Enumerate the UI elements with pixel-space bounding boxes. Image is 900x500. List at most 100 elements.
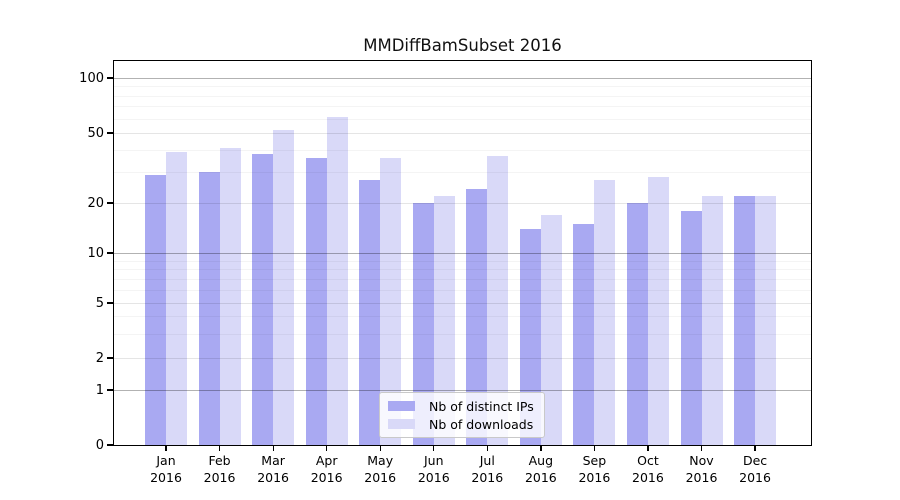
legend-swatch-distinct-ips: [388, 401, 415, 411]
x-tick-label-dec: Dec 2016: [723, 453, 787, 486]
x-tick-label-month-jan: Jan: [156, 453, 176, 468]
bar-downloads-jul: [487, 156, 509, 445]
x-tick-label-month-sep: Sep: [582, 453, 607, 468]
bar-distinct-ips-jun: [412, 203, 434, 445]
bar-distinct-ips-jul: [466, 189, 488, 445]
gridline-y-30: [114, 172, 811, 174]
bar-distinct-ips-nov: [680, 210, 702, 445]
gridline-y-7: [114, 278, 811, 280]
gridline-y-4: [114, 316, 811, 318]
y-tick-label-50: 50: [87, 125, 104, 141]
x-tick-label-month-aug: Aug: [528, 453, 554, 468]
gridline-y-50: [114, 133, 811, 134]
bar-distinct-ips-apr: [305, 158, 327, 445]
x-tick-label-month-nov: Nov: [689, 453, 714, 468]
gridline-y-10: [114, 253, 811, 254]
x-tick-mar: [272, 445, 274, 451]
y-tick-0: [107, 444, 114, 446]
x-tick-apr: [326, 445, 328, 451]
y-tick-label-0: 0: [95, 437, 104, 453]
gridline-y-1: [114, 390, 811, 391]
bar-distinct-ips-sep: [573, 223, 595, 445]
y-tick-5: [107, 302, 114, 304]
y-tick-50: [107, 132, 114, 134]
x-tick-label-year-jun: 2016: [417, 469, 450, 485]
x-tick-label-month-dec: Dec: [742, 453, 768, 468]
gridline-y-90: [114, 86, 811, 88]
x-tick-may: [379, 445, 381, 451]
x-tick-label-month-may: May: [367, 453, 394, 468]
x-tick-label-year-jul: 2016: [471, 469, 504, 485]
y-tick-label-20: 20: [87, 195, 104, 211]
x-tick-nov: [700, 445, 703, 451]
gridline-y-3: [114, 333, 811, 335]
bar-downloads-nov: [701, 195, 723, 445]
x-tick-jul: [486, 445, 488, 451]
gridline-y-20: [114, 203, 811, 204]
x-tick-label-nov: Nov 2016: [670, 453, 734, 486]
legend-label-downloads: Nb of downloads: [429, 416, 534, 432]
x-tick-label-jun: Jun 2016: [402, 453, 466, 486]
bar-downloads-feb: [219, 148, 241, 445]
x-tick-label-feb: Feb 2016: [188, 453, 252, 486]
gridline-y-5: [114, 303, 811, 304]
x-tick-sep: [593, 445, 596, 451]
x-tick-label-month-mar: Mar: [261, 453, 285, 468]
y-tick-label-5: 5: [95, 295, 104, 311]
gridline-y-6: [114, 289, 811, 291]
bar-distinct-ips-may: [359, 180, 381, 445]
y-tick-10: [107, 252, 114, 254]
legend-label-distinct-ips: Nb of distinct IPs: [429, 398, 534, 414]
x-tick-label-year-feb: 2016: [203, 469, 236, 485]
x-tick-label-year-mar: 2016: [257, 469, 289, 485]
x-tick-jun: [433, 445, 435, 451]
chart-title: MMDiffBamSubset 2016: [363, 36, 562, 55]
x-tick-label-sep: Sep 2016: [562, 453, 626, 486]
x-tick-label-year-apr: 2016: [310, 469, 343, 485]
x-tick-label-year-dec: 2016: [739, 469, 771, 485]
x-tick-label-jul: Jul 2016: [455, 453, 519, 486]
x-tick-label-year-nov: 2016: [685, 469, 718, 485]
x-tick-label-year-aug: 2016: [524, 469, 557, 485]
bar-downloads-oct: [647, 177, 669, 445]
x-tick-label-month-oct: Oct: [637, 453, 659, 468]
bar-downloads-may: [380, 158, 402, 445]
bar-downloads-dec: [755, 195, 777, 445]
y-tick-label-10: 10: [87, 245, 104, 261]
x-tick-feb: [218, 445, 221, 451]
legend-item-downloads: Nb of downloads: [386, 415, 538, 433]
x-tick-label-year-jan: 2016: [150, 469, 182, 485]
x-tick-jan: [165, 445, 167, 451]
bar-downloads-jan: [166, 151, 187, 445]
gridline-y-9: [114, 260, 811, 262]
legend-swatch-downloads: [388, 419, 415, 429]
x-tick-label-month-apr: Apr: [315, 453, 338, 468]
legend-item-distinct-ips: Nb of distinct IPs: [386, 397, 538, 415]
x-tick-label-year-may: 2016: [364, 469, 397, 485]
x-tick-label-jan: Jan 2016: [134, 453, 198, 486]
y-tick-100: [107, 77, 114, 79]
gridline-y-8: [114, 269, 811, 271]
gridline-y-2: [114, 358, 811, 359]
x-tick-label-month-jul: Jul: [479, 453, 495, 468]
x-tick-label-may: May 2016: [348, 453, 412, 486]
x-tick-dec: [754, 445, 756, 451]
x-tick-label-year-sep: 2016: [578, 469, 611, 485]
legend: Nb of distinct IPs Nb of downloads: [379, 392, 545, 438]
y-tick-1: [107, 389, 114, 391]
x-tick-label-year-oct: 2016: [632, 469, 664, 485]
y-tick-20: [107, 202, 114, 204]
y-tick-label-2: 2: [95, 350, 104, 366]
x-tick-label-oct: Oct 2016: [616, 453, 680, 486]
bar-downloads-sep: [594, 180, 616, 445]
y-tick-label-1: 1: [95, 382, 104, 398]
x-tick-label-aug: Aug 2016: [509, 453, 573, 486]
bar-distinct-ips-aug: [519, 228, 541, 445]
gridline-y-40: [114, 150, 811, 152]
bar-downloads-mar: [273, 129, 295, 445]
gridline-y-70: [114, 106, 811, 108]
x-tick-aug: [540, 445, 542, 451]
bar-downloads-apr: [326, 117, 348, 445]
gridline-y-60: [114, 118, 811, 120]
